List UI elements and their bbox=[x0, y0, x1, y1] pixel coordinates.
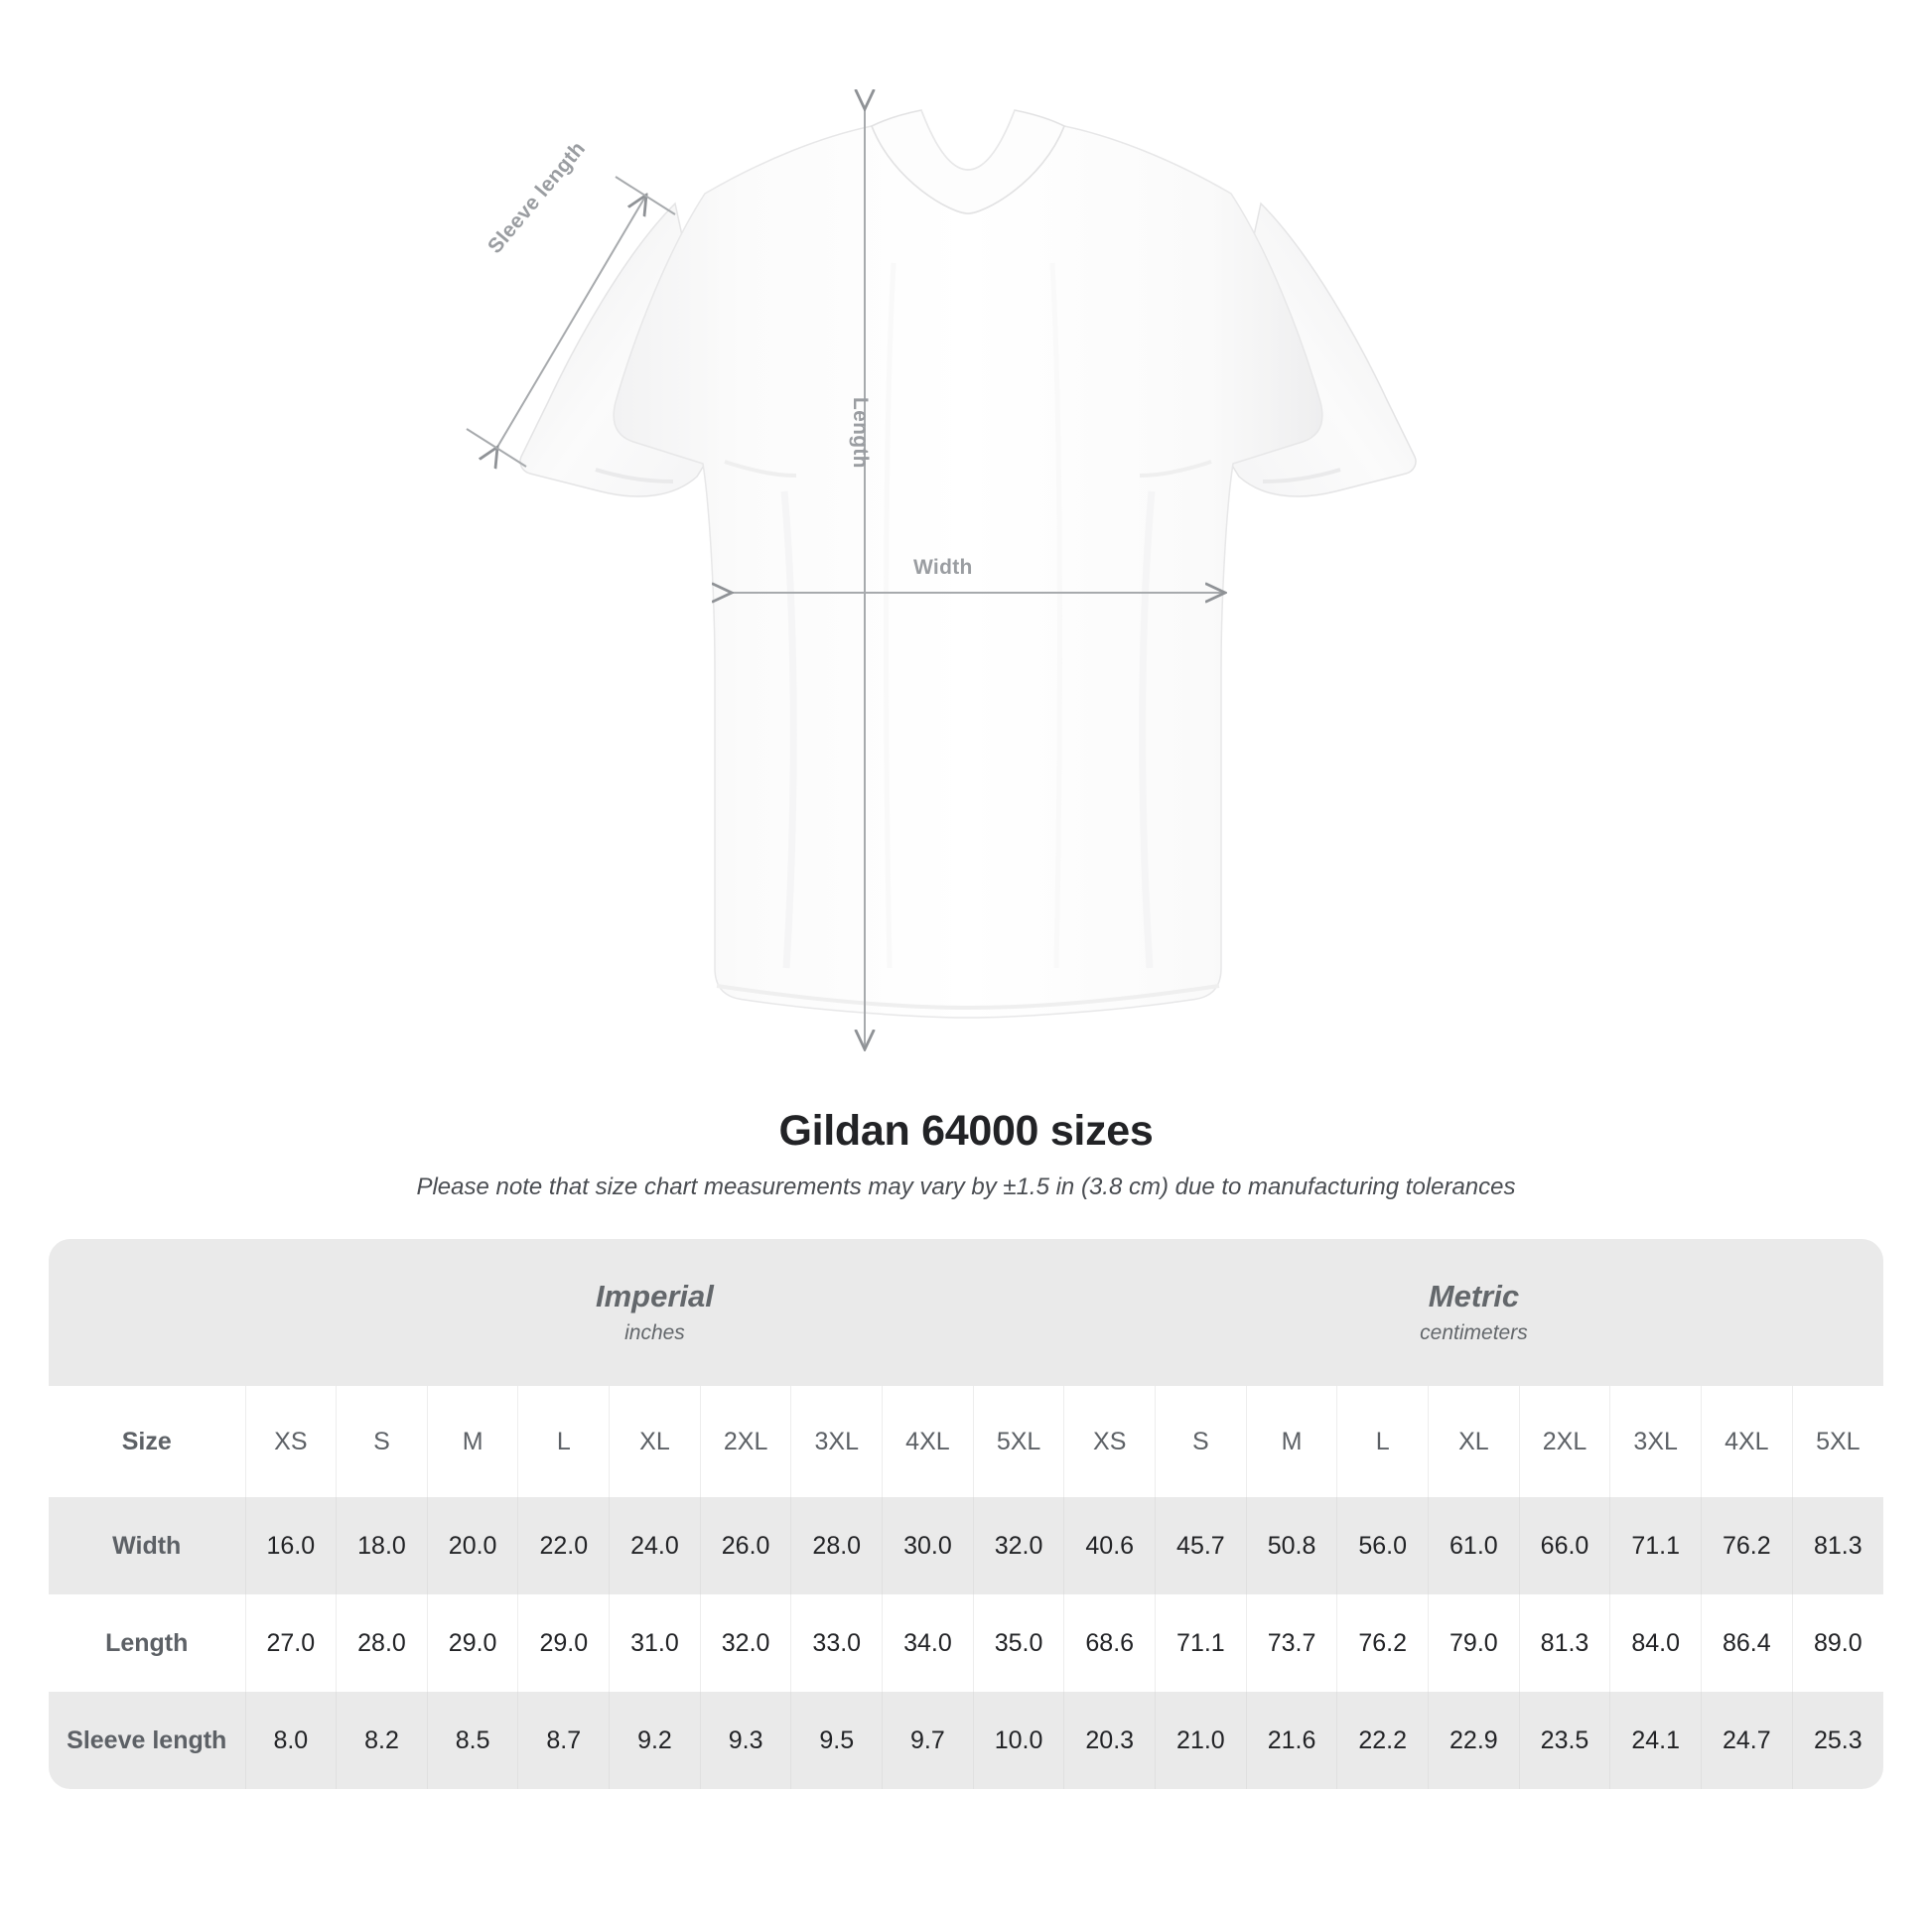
cell-sleeve-length-imperial-m: 8.5 bbox=[426, 1692, 518, 1789]
size-header-imperial-4xl: 4XL bbox=[882, 1386, 974, 1497]
cell-width-metric-5xl: 81.3 bbox=[1791, 1497, 1883, 1594]
cell-width-metric-xs: 40.6 bbox=[1063, 1497, 1156, 1594]
size-header-metric-5xl: 5XL bbox=[1791, 1386, 1883, 1497]
tshirt-image bbox=[427, 74, 1509, 1077]
size-header-metric-3xl: 3XL bbox=[1609, 1386, 1702, 1497]
size-header-imperial-m: M bbox=[426, 1386, 518, 1497]
size-header-imperial-l: L bbox=[517, 1386, 610, 1497]
cell-sleeve-length-imperial-4xl: 9.7 bbox=[882, 1692, 974, 1789]
size-header-metric-4xl: 4XL bbox=[1701, 1386, 1793, 1497]
tshirt-diagram: Length Width Sleeve length bbox=[427, 0, 1509, 1097]
size-header-row: Size XS S M L XL 2XL 3XL 4XL 5XL XS S M L XL 2XL 3XL 4XL… bbox=[49, 1386, 1883, 1497]
cell-sleeve-length-metric-xs: 20.3 bbox=[1063, 1692, 1156, 1789]
imperial-unit-sub: inches bbox=[624, 1321, 685, 1345]
unit-header-row: Imperial inches Metric centimeters bbox=[49, 1239, 1883, 1386]
table-row-sleeve-length: Sleeve length 8.0 8.2 8.5 8.7 9.2 9.3 9.5 9.7 10… bbox=[49, 1692, 1883, 1789]
cell-width-metric-2xl: 66.0 bbox=[1518, 1497, 1610, 1594]
cell-sleeve-length-metric-m: 21.6 bbox=[1245, 1692, 1337, 1789]
cell-width-imperial-xs: 16.0 bbox=[244, 1497, 337, 1594]
cell-width-metric-xl: 61.0 bbox=[1428, 1497, 1520, 1594]
cell-length-imperial-3xl: 33.0 bbox=[790, 1594, 883, 1692]
size-table: Imperial inches Metric centimeters Size … bbox=[49, 1239, 1883, 1789]
table-row-width: Width 16.0 18.0 20.0 22.0 24.0 26.0 28.0 30.0 32… bbox=[49, 1497, 1883, 1594]
length-row-label: Length bbox=[49, 1594, 245, 1692]
cell-sleeve-length-imperial-s: 8.2 bbox=[336, 1692, 428, 1789]
cell-sleeve-length-imperial-2xl: 9.3 bbox=[699, 1692, 791, 1789]
size-header-imperial-2xl: 2XL bbox=[699, 1386, 791, 1497]
cell-sleeve-length-imperial-l: 8.7 bbox=[517, 1692, 610, 1789]
cell-length-metric-s: 71.1 bbox=[1155, 1594, 1247, 1692]
cell-sleeve-length-imperial-xs: 8.0 bbox=[244, 1692, 337, 1789]
width-label: Width bbox=[913, 556, 973, 579]
cell-length-metric-xs: 68.6 bbox=[1063, 1594, 1156, 1692]
table-corner-cell bbox=[49, 1239, 245, 1386]
cell-length-imperial-l: 29.0 bbox=[517, 1594, 610, 1692]
width-row-label: Width bbox=[49, 1497, 245, 1594]
cell-sleeve-length-metric-3xl: 24.1 bbox=[1609, 1692, 1702, 1789]
cell-width-imperial-m: 20.0 bbox=[426, 1497, 518, 1594]
cell-sleeve-length-metric-4xl: 24.7 bbox=[1701, 1692, 1793, 1789]
cell-length-metric-xl: 79.0 bbox=[1428, 1594, 1520, 1692]
cell-length-metric-m: 73.7 bbox=[1245, 1594, 1337, 1692]
cell-length-imperial-2xl: 32.0 bbox=[699, 1594, 791, 1692]
size-header-metric-2xl: 2XL bbox=[1518, 1386, 1610, 1497]
tshirt-illustration bbox=[519, 109, 1417, 1019]
size-header-metric-m: M bbox=[1245, 1386, 1337, 1497]
cell-width-imperial-l: 22.0 bbox=[517, 1497, 610, 1594]
cell-length-imperial-5xl: 35.0 bbox=[972, 1594, 1064, 1692]
cell-length-metric-2xl: 81.3 bbox=[1518, 1594, 1610, 1692]
size-header-imperial-5xl: 5XL bbox=[972, 1386, 1064, 1497]
cell-sleeve-length-metric-l: 22.2 bbox=[1336, 1692, 1429, 1789]
tolerance-note: Please note that size chart measurements… bbox=[416, 1173, 1516, 1200]
cell-length-metric-5xl: 89.0 bbox=[1791, 1594, 1883, 1692]
cell-length-metric-l: 76.2 bbox=[1336, 1594, 1429, 1692]
imperial-unit-name: Imperial bbox=[596, 1278, 714, 1313]
cell-length-metric-3xl: 84.0 bbox=[1609, 1594, 1702, 1692]
cell-width-metric-3xl: 71.1 bbox=[1609, 1497, 1702, 1594]
size-header-metric-s: S bbox=[1155, 1386, 1247, 1497]
metric-unit-sub: centimeters bbox=[1420, 1321, 1528, 1345]
cell-width-imperial-xl: 24.0 bbox=[609, 1497, 701, 1594]
size-header-imperial-xs: XS bbox=[244, 1386, 337, 1497]
size-header-metric-xs: XS bbox=[1063, 1386, 1156, 1497]
cell-width-imperial-s: 18.0 bbox=[336, 1497, 428, 1594]
cell-sleeve-length-imperial-xl: 9.2 bbox=[609, 1692, 701, 1789]
metric-header-cell: Metric centimeters bbox=[1063, 1239, 1883, 1386]
cell-width-imperial-2xl: 26.0 bbox=[699, 1497, 791, 1594]
cell-length-imperial-m: 29.0 bbox=[426, 1594, 518, 1692]
cell-width-metric-l: 56.0 bbox=[1336, 1497, 1429, 1594]
size-header-imperial-xl: XL bbox=[609, 1386, 701, 1497]
cell-width-imperial-4xl: 30.0 bbox=[882, 1497, 974, 1594]
table-row-length: Length 27.0 28.0 29.0 29.0 31.0 32.0 33.0 34.0 3… bbox=[49, 1594, 1883, 1692]
cell-sleeve-length-imperial-3xl: 9.5 bbox=[790, 1692, 883, 1789]
size-header-metric-xl: XL bbox=[1428, 1386, 1520, 1497]
cell-sleeve-length-metric-xl: 22.9 bbox=[1428, 1692, 1520, 1789]
size-header-imperial-s: S bbox=[336, 1386, 428, 1497]
cell-length-imperial-xl: 31.0 bbox=[609, 1594, 701, 1692]
cell-width-imperial-3xl: 28.0 bbox=[790, 1497, 883, 1594]
page-title: Gildan 64000 sizes bbox=[778, 1107, 1154, 1155]
size-header-metric-l: L bbox=[1336, 1386, 1429, 1497]
title-block: Gildan 64000 sizes Please note that size… bbox=[0, 1107, 1932, 1201]
cell-length-metric-4xl: 86.4 bbox=[1701, 1594, 1793, 1692]
cell-sleeve-length-metric-2xl: 23.5 bbox=[1518, 1692, 1610, 1789]
cell-sleeve-length-metric-5xl: 25.3 bbox=[1791, 1692, 1883, 1789]
cell-sleeve-length-imperial-5xl: 10.0 bbox=[972, 1692, 1064, 1789]
cell-length-imperial-s: 28.0 bbox=[336, 1594, 428, 1692]
imperial-header-cell: Imperial inches bbox=[245, 1239, 1064, 1386]
size-header-imperial-3xl: 3XL bbox=[790, 1386, 883, 1497]
cell-length-imperial-4xl: 34.0 bbox=[882, 1594, 974, 1692]
cell-width-metric-m: 50.8 bbox=[1245, 1497, 1337, 1594]
size-table-wrapper: Imperial inches Metric centimeters Size … bbox=[49, 1239, 1883, 1789]
cell-length-imperial-xs: 27.0 bbox=[244, 1594, 337, 1692]
cell-width-metric-s: 45.7 bbox=[1155, 1497, 1247, 1594]
cell-sleeve-length-metric-s: 21.0 bbox=[1155, 1692, 1247, 1789]
length-label: Length bbox=[849, 397, 872, 469]
metric-unit-name: Metric bbox=[1428, 1278, 1520, 1313]
cell-width-metric-4xl: 76.2 bbox=[1701, 1497, 1793, 1594]
sleeve-row-label: Sleeve length bbox=[49, 1692, 245, 1789]
size-row-label: Size bbox=[49, 1386, 245, 1497]
cell-width-imperial-5xl: 32.0 bbox=[972, 1497, 1064, 1594]
